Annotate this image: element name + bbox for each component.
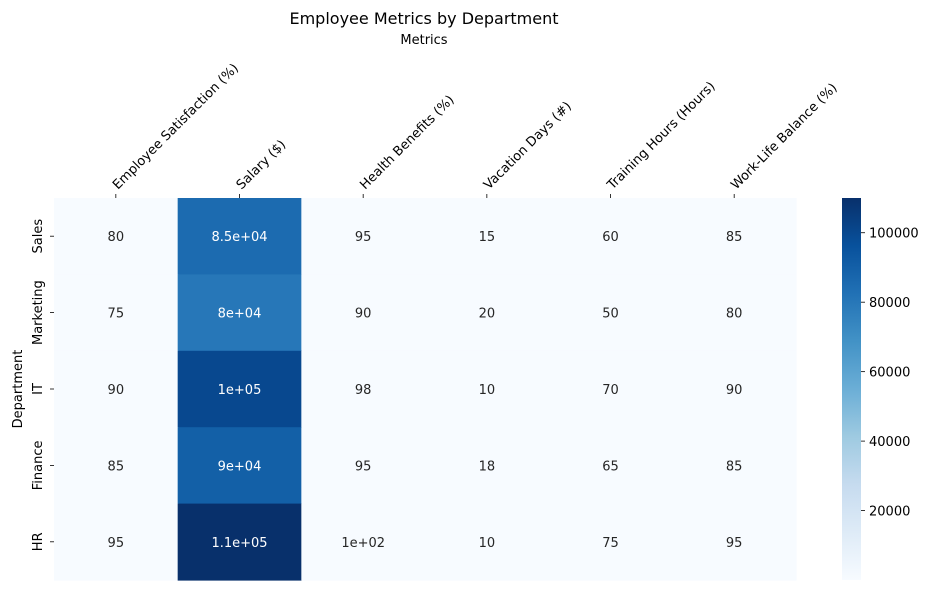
x-tick-label: Salary ($) xyxy=(234,137,289,192)
heatmap-cell xyxy=(177,350,302,428)
y-tick-label: Finance xyxy=(31,441,46,491)
cell-annotation: 18 xyxy=(479,459,496,474)
heatmap-cell xyxy=(301,427,426,505)
cell-annotation: 98 xyxy=(355,383,372,398)
heatmap-cell xyxy=(54,274,179,352)
x-tick-label: Employee Satisfaction (%) xyxy=(110,61,242,193)
x-tick-label: Work-Life Balance (%) xyxy=(728,81,840,193)
cell-annotation: 90 xyxy=(355,307,372,322)
colorbar-tick-label: 60000 xyxy=(869,366,910,381)
heatmap-cell xyxy=(672,274,797,352)
heatmap-cell xyxy=(548,503,673,581)
heatmap-cell xyxy=(672,198,797,275)
heatmap-cell xyxy=(548,427,673,505)
cell-annotation: 8.5e+04 xyxy=(211,230,267,245)
cell-annotation: 15 xyxy=(479,230,496,245)
cell-annotation: 9e+04 xyxy=(218,459,262,474)
y-tick-label: IT xyxy=(31,383,46,395)
heatmap-cell xyxy=(177,198,302,275)
cell-annotation: 50 xyxy=(602,307,619,322)
y-tick-label: HR xyxy=(31,532,46,551)
cell-annotation: 85 xyxy=(726,230,743,245)
cell-annotation: 95 xyxy=(726,536,743,551)
heatmap-cell xyxy=(425,427,550,505)
cell-annotation: 95 xyxy=(108,536,125,551)
heatmap-cell xyxy=(301,198,426,275)
heatmap-cell xyxy=(177,274,302,352)
heatmap-cell xyxy=(672,503,797,581)
cell-annotation: 8e+04 xyxy=(218,307,262,322)
x-tick-label: Vacation Days (#) xyxy=(481,99,575,193)
heatmap-cell xyxy=(177,427,302,505)
y-tick-label: Marketing xyxy=(31,280,46,345)
heatmap-cell xyxy=(425,503,550,581)
colorbar-tick-label: 40000 xyxy=(869,435,910,450)
heatmap-cell xyxy=(425,198,550,275)
heatmap-cell xyxy=(548,274,673,352)
cell-annotation: 10 xyxy=(479,383,496,398)
heatmap-cells xyxy=(54,198,797,581)
colorbar-gradient xyxy=(842,198,861,580)
heatmap-cell xyxy=(425,274,550,352)
heatmap-cell xyxy=(425,350,550,428)
heatmap-cell xyxy=(54,427,179,505)
cell-annotation: 80 xyxy=(726,307,743,322)
heatmap-cell xyxy=(548,198,673,275)
x-tick-label: Health Benefits (%) xyxy=(357,93,457,193)
colorbar-tick-label: 100000 xyxy=(869,227,919,242)
heatmap-cell xyxy=(301,503,426,581)
heatmap-cell xyxy=(672,350,797,428)
colorbar-tick-label: 80000 xyxy=(869,296,910,311)
cell-annotation: 95 xyxy=(355,230,372,245)
cell-annotation: 20 xyxy=(479,307,496,322)
heatmap-cell xyxy=(301,350,426,428)
cell-annotation: 85 xyxy=(726,459,743,474)
colorbar-tick-label: 20000 xyxy=(869,505,910,520)
x-axis-ticks: Employee Satisfaction (%)Salary ($) Healt… xyxy=(110,61,841,198)
cell-annotation: 75 xyxy=(602,536,619,551)
heatmap-cell xyxy=(301,274,426,352)
cell-annotation: 10 xyxy=(479,536,496,551)
heatmap-cell xyxy=(177,503,302,581)
cell-annotation: 70 xyxy=(602,383,619,398)
cell-annotation: 65 xyxy=(602,459,619,474)
heatmap-cell-labels: 80 8.5e+04 95 15 60 85 75 8e+04 90 20 50 80 90 1e+05 9… xyxy=(108,230,743,551)
colorbar: 20000 40000 60000 80000 100000 xyxy=(842,198,919,580)
cell-annotation: 90 xyxy=(108,383,125,398)
heatmap-cell xyxy=(54,198,179,275)
y-axis-ticks: Sales Marketing IT Finance HR xyxy=(31,219,54,551)
chart-title: Employee Metrics by Department xyxy=(289,9,558,28)
cell-annotation: 90 xyxy=(726,383,743,398)
heatmap-cell xyxy=(54,350,179,428)
cell-annotation: 80 xyxy=(108,230,125,245)
cell-annotation: 1e+02 xyxy=(341,536,385,551)
cell-annotation: 75 xyxy=(108,307,125,322)
cell-annotation: 85 xyxy=(108,459,125,474)
x-axis-label: Metrics xyxy=(400,33,447,48)
heatmap-cell xyxy=(548,350,673,428)
cell-annotation: 60 xyxy=(602,230,619,245)
x-tick-label: Training Hours (Hours) xyxy=(604,79,718,193)
cell-annotation: 95 xyxy=(355,459,372,474)
y-tick-label: Sales xyxy=(31,219,46,254)
cell-annotation: 1.1e+05 xyxy=(211,536,267,551)
y-axis-label: Department xyxy=(11,350,26,429)
cell-annotation: 1e+05 xyxy=(218,383,262,398)
heatmap-cell xyxy=(672,427,797,505)
heatmap-cell xyxy=(54,503,179,581)
